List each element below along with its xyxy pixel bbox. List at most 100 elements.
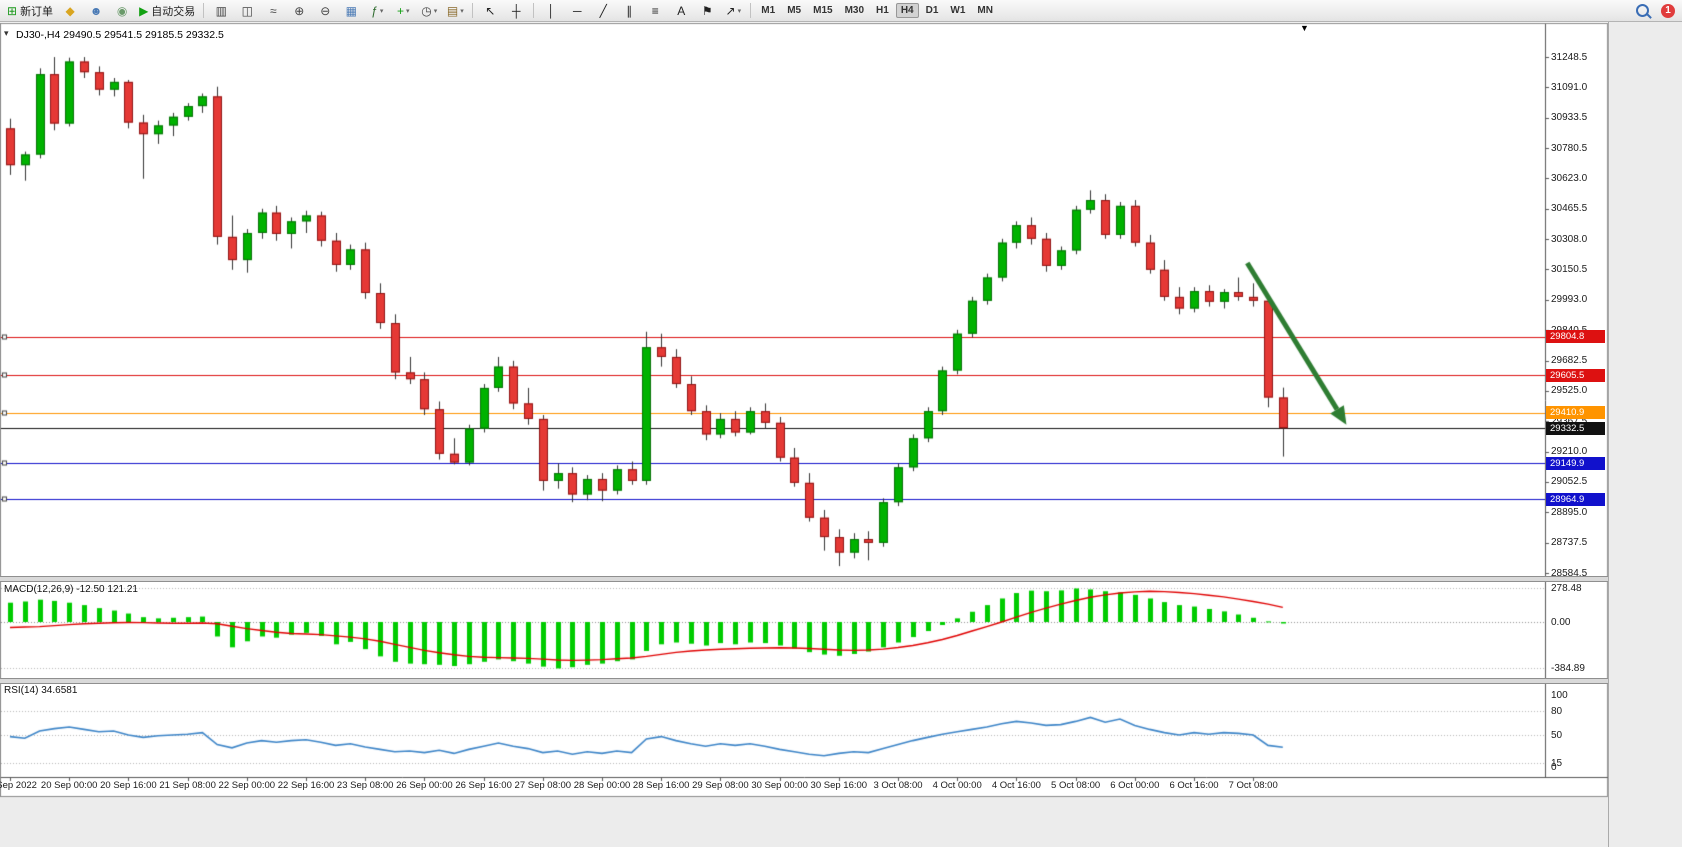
time-axis-label: 23 Sep 08:00 bbox=[336, 780, 394, 791]
price-axis[interactable]: 31248.5 31091.0 30933.5 30780.5 30623.0 30465… bbox=[1546, 24, 1608, 777]
time-axis-label: 5 Oct 08:00 bbox=[1051, 780, 1101, 791]
fibonacci-button[interactable]: ≡ bbox=[643, 1, 667, 21]
zoom-out-icon: ⊖ bbox=[320, 3, 331, 18]
charts-profile-button[interactable]: ◆ bbox=[58, 1, 82, 21]
add-indicator-icon: + bbox=[397, 3, 405, 18]
time-axis-label: 27 Sep 08:00 bbox=[514, 780, 572, 791]
chevron-down-icon: ▾ bbox=[737, 7, 742, 15]
timeframe-button-h1[interactable]: H1 bbox=[876, 5, 889, 16]
time-axis-label: 6 Oct 00:00 bbox=[1110, 780, 1160, 791]
line-chart-icon: ≈ bbox=[270, 3, 277, 18]
auto-trading-icon: ▶ bbox=[139, 3, 149, 18]
time-axis-label: 30 Sep 00:00 bbox=[751, 780, 808, 791]
channel-icon: ∥ bbox=[626, 3, 633, 18]
toolbar-separator bbox=[472, 3, 474, 18]
timeframe-button-w1[interactable]: W1 bbox=[950, 5, 966, 16]
periods-button[interactable]: ◷ ▾ bbox=[417, 1, 441, 21]
rsi-axis-label: 15 bbox=[1551, 757, 1563, 769]
shapes-button[interactable]: ↗ ▾ bbox=[721, 1, 745, 21]
rsi-axis-label: 80 bbox=[1551, 705, 1563, 717]
crosshair-button[interactable]: ┼ bbox=[504, 1, 528, 21]
bar-chart-button[interactable]: ▥ bbox=[209, 1, 233, 21]
toolbar-separator bbox=[203, 3, 205, 18]
tile-windows-button[interactable]: ▦ bbox=[339, 1, 363, 21]
macd-axis-label: 278.48 bbox=[1551, 582, 1582, 594]
timeframe-button-mn[interactable]: MN bbox=[977, 5, 993, 16]
symbol-dropdown-icon[interactable]: ▾ bbox=[4, 28, 9, 38]
fibonacci-icon: ≡ bbox=[651, 3, 659, 18]
label-button[interactable]: ⚑ bbox=[695, 1, 719, 21]
new-order-button[interactable]: ⊞ 新订单 bbox=[4, 1, 56, 21]
zoom-in-button[interactable]: ⊕ bbox=[287, 1, 311, 21]
candlestick-chart-icon: ◫ bbox=[241, 3, 253, 18]
time-axis-label: 26 Sep 16:00 bbox=[455, 780, 512, 791]
auto-trading-button[interactable]: ▶ 自动交易 bbox=[136, 1, 198, 21]
timeframe-button-m1[interactable]: M1 bbox=[761, 5, 776, 16]
toolbar-buttons: ⊞ 新订单 ◆ ☻ ◉ ▶ 自动交易 ▥ ◫ ≈ ⊕ ⊖ ▦ ƒ ▾ + ▾ ◷ ▾ ▤ ▾ ↖ ┼ │ ─ ╱ ∥ ≡ A ⚑ ↗ ▾ M1 M… bbox=[3, 1, 999, 21]
indicators-icon: ƒ bbox=[371, 3, 378, 18]
price-axis-label: 30933.5 bbox=[1551, 112, 1588, 124]
search-button[interactable] bbox=[1630, 1, 1654, 21]
time-axis-label: 26 Sep 00:00 bbox=[396, 780, 453, 791]
trendline-button[interactable]: ╱ bbox=[591, 1, 615, 21]
auto-trading-button-label: 自动交易 bbox=[151, 5, 196, 18]
zoom-in-icon: ⊕ bbox=[294, 3, 305, 18]
candlestick-chart-button[interactable]: ◫ bbox=[235, 1, 259, 21]
new-order-button-label: 新订单 bbox=[20, 5, 54, 18]
market-watch-button[interactable]: ☻ bbox=[84, 1, 108, 21]
horizontal-line-button[interactable]: ─ bbox=[565, 1, 589, 21]
macd-panel-splitter[interactable] bbox=[0, 576, 1608, 582]
price-axis-label: 30623.0 bbox=[1551, 172, 1588, 184]
time-axis-label: 28 Sep 16:00 bbox=[632, 780, 690, 791]
autoscroll-marker-icon[interactable]: ▼ bbox=[1300, 23, 1309, 33]
new-order-icon: ⊞ bbox=[7, 3, 18, 18]
toolbar-separator bbox=[750, 3, 752, 18]
line-chart-button[interactable]: ≈ bbox=[261, 1, 285, 21]
time-axis-label: 7 Oct 08:00 bbox=[1228, 780, 1278, 791]
text-icon: A bbox=[677, 3, 686, 18]
time-axis-label: 21 Sep 08:00 bbox=[159, 780, 216, 791]
price-axis-label: 30308.0 bbox=[1551, 233, 1588, 245]
web-terminal-button[interactable]: ◉ bbox=[110, 1, 134, 21]
templates-button[interactable]: ▤ ▾ bbox=[443, 1, 467, 21]
rsi-axis-label: 100 bbox=[1551, 689, 1568, 701]
chevron-down-icon: ▾ bbox=[406, 7, 410, 15]
timeframe-button-d1[interactable]: D1 bbox=[925, 5, 939, 16]
time-axis-label: 4 Oct 16:00 bbox=[991, 780, 1041, 791]
templates-icon: ▤ bbox=[446, 3, 459, 18]
price-axis-label: 28737.5 bbox=[1551, 537, 1588, 549]
timeframe-button-m5[interactable]: M5 bbox=[787, 5, 802, 16]
zoom-out-button[interactable]: ⊖ bbox=[313, 1, 337, 21]
vertical-line-button[interactable]: │ bbox=[539, 1, 563, 21]
price-axis-label: 29993.0 bbox=[1551, 294, 1588, 306]
channel-button[interactable]: ∥ bbox=[617, 1, 641, 21]
label-icon: ⚑ bbox=[701, 3, 713, 18]
rsi-panel-splitter[interactable] bbox=[0, 678, 1608, 684]
timeframe-button-m30[interactable]: M30 bbox=[844, 5, 865, 16]
macd-axis-label: 0.00 bbox=[1551, 616, 1571, 628]
time-axis-label: 22 Sep 16:00 bbox=[277, 780, 335, 791]
toolbar-separator bbox=[533, 3, 535, 18]
timeframe-button-m15[interactable]: M15 bbox=[813, 5, 833, 16]
notification-badge[interactable]: 1 bbox=[1661, 3, 1675, 18]
tile-windows-icon: ▦ bbox=[345, 3, 357, 18]
text-button[interactable]: A bbox=[669, 1, 693, 21]
price-axis-label: 31091.0 bbox=[1551, 81, 1588, 93]
web-terminal-icon: ◉ bbox=[116, 3, 128, 18]
timeframe-button-h4[interactable]: H4 bbox=[895, 3, 919, 18]
price-axis-label: 30780.5 bbox=[1551, 142, 1588, 154]
rsi-axis-label: 0 bbox=[1551, 761, 1557, 773]
cursor-icon: ↖ bbox=[485, 3, 496, 18]
price-axis-label: 29682.5 bbox=[1551, 355, 1588, 367]
time-axis-label: 19 Sep 2022 bbox=[0, 780, 37, 791]
cursor-button[interactable]: ↖ bbox=[478, 1, 502, 21]
time-axis-label: 20 Sep 16:00 bbox=[100, 780, 157, 791]
add-indicator-button[interactable]: + ▾ bbox=[391, 1, 415, 21]
time-axis-label: 4 Oct 00:00 bbox=[932, 780, 982, 791]
toolbar-right: 1 bbox=[1629, 1, 1679, 21]
indicators-button[interactable]: ƒ ▾ bbox=[365, 1, 389, 21]
price-axis-label: 28584.5 bbox=[1551, 567, 1588, 579]
